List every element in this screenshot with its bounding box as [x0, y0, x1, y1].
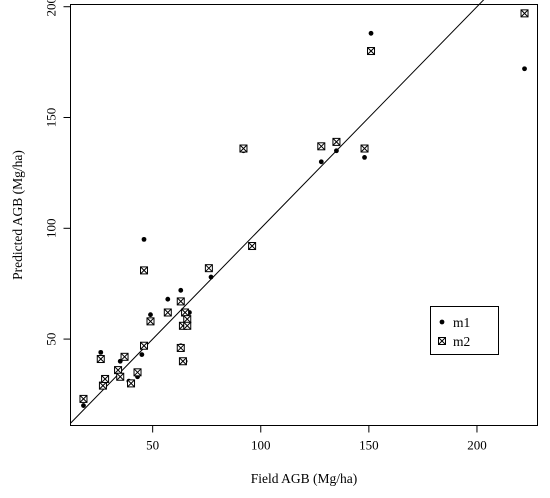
point-m2 [146, 317, 155, 326]
point-m2 [317, 142, 326, 151]
point-m2 [120, 352, 129, 361]
point-m1 [165, 296, 171, 302]
point-m2 [140, 266, 149, 275]
point-m2 [332, 137, 341, 146]
point-m2 [133, 368, 142, 377]
reference-line-group [70, 0, 485, 424]
point-m1 [81, 403, 86, 408]
point-m2 [239, 144, 248, 153]
point-m1 [98, 349, 104, 355]
point-m2 [360, 144, 369, 153]
point-m2 [116, 372, 125, 381]
point-m1 [148, 312, 153, 318]
point-m2 [520, 9, 529, 18]
legend-box [430, 306, 499, 355]
legend-symbol-m1 [439, 319, 445, 325]
point-m2 [181, 308, 190, 317]
y-axis-title: Predicted AGB (Mg/ha) [10, 150, 25, 280]
one-to-one-line [70, 0, 485, 424]
axis-ticks: 50 100 150 200 50 100 150 200 [44, 0, 487, 453]
point-m2 [127, 379, 136, 388]
point-m2 [367, 47, 376, 56]
plot-frame [70, 4, 538, 426]
point-m2 [79, 394, 88, 403]
y-tick-label: 100 [44, 219, 59, 239]
y-tick-label: 50 [44, 333, 59, 346]
point-m1 [139, 352, 145, 357]
y-tick-label: 150 [44, 108, 59, 128]
x-tick-label: 150 [359, 438, 379, 453]
legend-symbol-m2 [438, 337, 446, 345]
point-m2 [163, 308, 172, 317]
x-tick-label: 100 [251, 438, 271, 453]
x-tick-label: 50 [146, 438, 159, 453]
point-m2 [248, 242, 257, 251]
legend-label-m1: m1 [453, 315, 470, 330]
legend-label-m2: m2 [453, 334, 470, 349]
legend-marker-m1 [439, 319, 445, 325]
point-m1 [141, 236, 147, 242]
point-m1 [522, 66, 527, 72]
x-tick-label: 200 [467, 438, 487, 453]
point-m2 [176, 297, 185, 306]
point-m2 [178, 357, 187, 366]
point-m2 [183, 321, 192, 330]
legend: m1 m2 [430, 306, 499, 355]
point-m1 [334, 148, 339, 154]
point-m2 [183, 315, 192, 324]
y-tick-label: 200 [44, 0, 59, 16]
point-m1 [368, 30, 374, 36]
point-m1 [178, 287, 184, 293]
x-axis-title: Field AGB (Mg/ha) [251, 471, 358, 486]
point-m2 [98, 381, 107, 390]
point-m2 [204, 264, 213, 273]
point-m1 [208, 274, 214, 280]
point-m2 [114, 366, 123, 375]
point-m1 [318, 159, 324, 165]
point-m2 [176, 343, 185, 352]
point-m2 [140, 341, 149, 350]
point-m2 [96, 355, 105, 364]
point-m1 [362, 154, 367, 160]
data-points [79, 9, 529, 408]
point-m2 [101, 374, 110, 383]
